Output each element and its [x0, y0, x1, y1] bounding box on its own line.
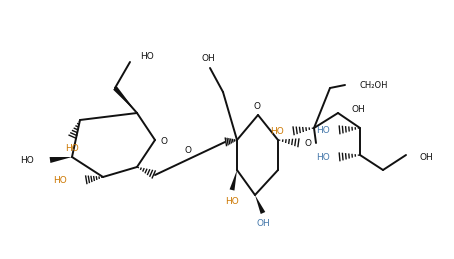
Polygon shape [230, 170, 237, 191]
Text: HO: HO [270, 126, 284, 135]
Text: O: O [184, 146, 192, 155]
Text: HO: HO [65, 143, 79, 153]
Text: CH₂OH: CH₂OH [360, 81, 389, 90]
Polygon shape [49, 157, 72, 163]
Text: O: O [161, 136, 168, 146]
Polygon shape [255, 195, 265, 214]
Text: HO: HO [140, 52, 154, 61]
Text: HO: HO [225, 198, 239, 206]
Text: HO: HO [53, 176, 67, 184]
Text: HO: HO [20, 155, 34, 164]
Text: O: O [253, 102, 261, 111]
Text: OH: OH [420, 153, 434, 162]
Text: O: O [305, 139, 311, 147]
Text: HO: HO [316, 126, 330, 134]
Text: HO: HO [316, 153, 330, 162]
Text: OH: OH [352, 104, 366, 113]
Text: OH: OH [256, 219, 270, 228]
Polygon shape [113, 86, 137, 113]
Text: OH: OH [201, 54, 215, 62]
